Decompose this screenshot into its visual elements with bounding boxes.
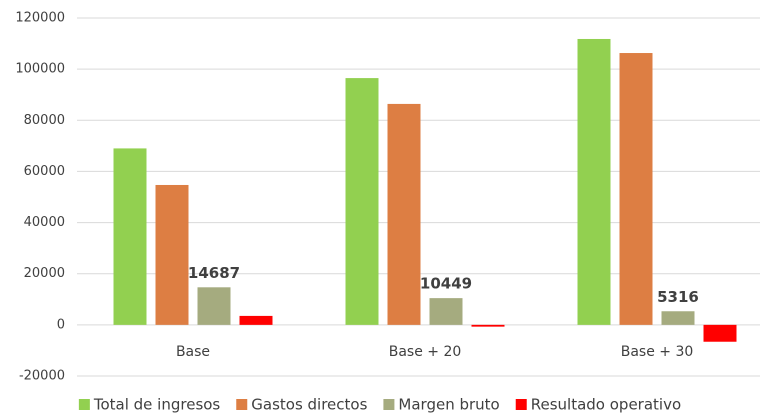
bar xyxy=(155,184,189,325)
x-tick-label: Base + 30 xyxy=(621,344,694,360)
data-label: 14687 xyxy=(188,264,240,282)
bar xyxy=(239,315,273,325)
y-tick-label: 60000 xyxy=(24,164,65,179)
bar xyxy=(703,324,737,342)
bar xyxy=(619,53,653,325)
bar xyxy=(471,324,505,327)
y-tick-label: 20000 xyxy=(24,266,65,281)
bar xyxy=(429,298,463,325)
y-tick-label: 100000 xyxy=(15,62,65,77)
legend-label: Margen bruto xyxy=(398,396,499,414)
bar xyxy=(577,38,611,325)
bar xyxy=(345,78,379,325)
y-tick-label: -20000 xyxy=(19,369,65,384)
bar xyxy=(113,148,147,325)
y-tick-label: 120000 xyxy=(15,11,65,26)
x-tick-label: Base xyxy=(176,344,210,360)
legend-label: Resultado operativo xyxy=(531,396,681,414)
legend-label: Gastos directos xyxy=(251,396,367,414)
bar xyxy=(197,287,231,325)
y-tick-label: 40000 xyxy=(24,215,65,230)
legend-swatch xyxy=(78,399,90,410)
legend-label: Total de ingresos xyxy=(93,396,221,414)
data-label: 10449 xyxy=(420,275,472,293)
y-tick-label: 0 xyxy=(57,317,65,332)
legend-swatch xyxy=(383,399,395,410)
legend-swatch xyxy=(236,399,248,410)
data-label: 5316 xyxy=(657,288,699,306)
y-tick-label: 80000 xyxy=(24,113,65,128)
x-tick-label: Base + 20 xyxy=(389,344,462,360)
bar xyxy=(387,103,421,325)
bar xyxy=(661,311,695,325)
legend-swatch xyxy=(515,399,527,410)
